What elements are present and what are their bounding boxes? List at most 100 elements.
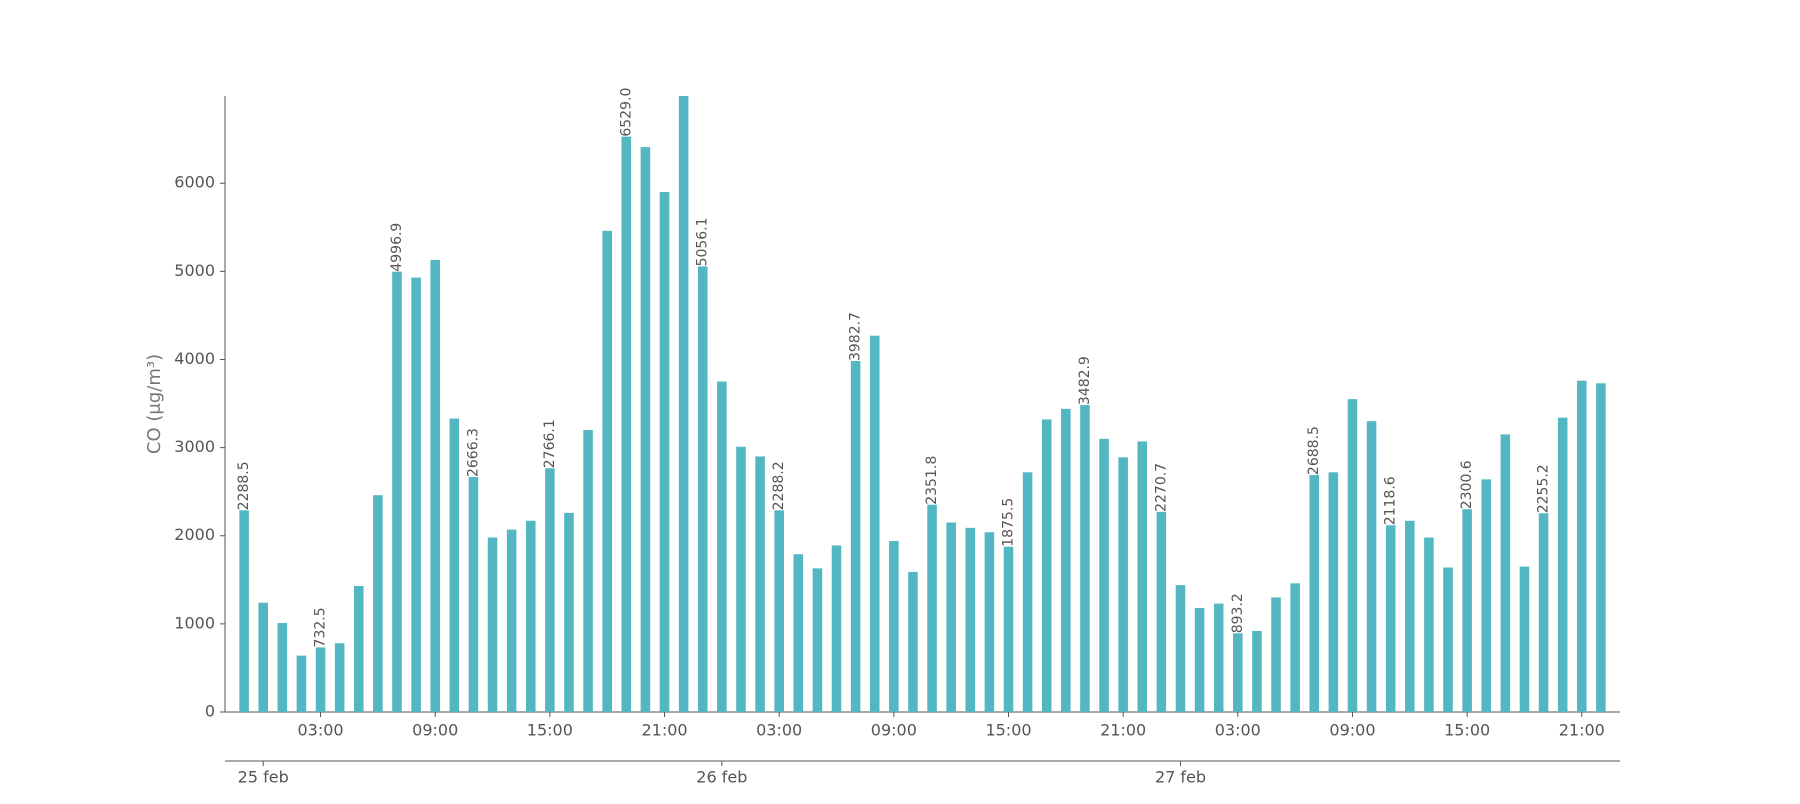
bar (1577, 380, 1587, 712)
value-label: 5056.1 (695, 217, 711, 266)
bar (334, 643, 345, 712)
bar (487, 537, 498, 712)
y-tick-label: 6000 (174, 173, 215, 192)
y-tick-label: 0 (205, 702, 215, 721)
bar (373, 495, 383, 712)
value-label: 2255.2 (1536, 464, 1552, 513)
bar (296, 655, 307, 712)
x-tick-label: 03:00 (1215, 721, 1261, 740)
date-tick-label: 26 feb (696, 768, 747, 787)
bar (697, 266, 708, 712)
bar (1443, 567, 1453, 712)
bar (1424, 537, 1434, 712)
bar (1175, 585, 1186, 712)
bar (621, 136, 632, 712)
y-tick-label: 3000 (174, 437, 215, 456)
bar (411, 277, 421, 712)
bar (1309, 475, 1320, 712)
bar (831, 545, 842, 712)
bar (392, 271, 402, 712)
bar (1328, 472, 1339, 712)
value-label: 893.2 (1230, 593, 1246, 633)
bar (430, 259, 440, 712)
bar (602, 230, 612, 712)
value-label: 6529.0 (618, 88, 634, 137)
value-label: 2288.5 (236, 461, 252, 510)
bar (1137, 441, 1148, 712)
bar (449, 418, 460, 712)
bar (1481, 479, 1492, 712)
y-tick-label: 5000 (174, 261, 215, 280)
bar (927, 504, 937, 712)
value-label: 2666.3 (465, 428, 481, 477)
value-label: 2300.6 (1459, 460, 1475, 509)
x-tick-label: 03:00 (297, 721, 343, 740)
bar (755, 456, 765, 712)
x-tick-label: 09:00 (871, 721, 917, 740)
bar (239, 510, 249, 712)
x-tick-label: 21:00 (641, 721, 687, 740)
bar (1194, 608, 1205, 712)
bar (717, 381, 727, 712)
value-label: 2288.2 (771, 461, 787, 510)
x-tick-label: 09:00 (412, 721, 458, 740)
bar (736, 446, 746, 712)
bar (1366, 421, 1377, 712)
bar (1405, 520, 1415, 712)
value-label: 2351.8 (924, 456, 940, 505)
value-label: 2766.1 (542, 419, 558, 468)
x-tick-label: 03:00 (756, 721, 802, 740)
date-tick-label: 27 feb (1155, 768, 1206, 787)
x-tick-label: 09:00 (1329, 721, 1375, 740)
value-label: 2688.5 (1306, 426, 1322, 475)
bar (908, 571, 918, 712)
x-tick-label: 21:00 (1559, 721, 1605, 740)
bar (812, 568, 823, 712)
bar (1500, 434, 1511, 712)
bar (506, 529, 517, 712)
bar (277, 622, 288, 712)
bar (1118, 457, 1128, 712)
bar (1519, 566, 1530, 712)
bar (1252, 630, 1262, 712)
bar (1022, 472, 1033, 712)
bar (889, 541, 899, 712)
bar (353, 585, 364, 712)
bar (678, 96, 689, 712)
bar (1462, 509, 1472, 712)
bar (583, 429, 593, 712)
bar (1003, 546, 1014, 712)
bar (774, 510, 784, 712)
bar (1596, 383, 1606, 712)
bar (1213, 603, 1224, 712)
bar (1061, 408, 1071, 712)
bar (1347, 399, 1358, 712)
bar (1099, 438, 1109, 712)
bar (258, 602, 268, 712)
bar (1080, 405, 1090, 712)
bar (1557, 417, 1568, 712)
bar (315, 647, 326, 712)
bar (946, 522, 956, 712)
date-tick-label: 25 feb (238, 768, 289, 787)
value-label: 3982.7 (848, 312, 864, 361)
bar (545, 468, 555, 712)
bar (1233, 633, 1243, 712)
x-tick-label: 21:00 (1100, 721, 1146, 740)
y-tick-label: 4000 (174, 349, 215, 368)
bar (640, 147, 651, 712)
bar (525, 520, 536, 712)
bar (659, 192, 670, 712)
value-label: 3482.9 (1077, 356, 1093, 405)
value-label: 732.5 (313, 607, 329, 647)
bar (965, 527, 976, 712)
bar (1271, 597, 1281, 712)
value-label: 1875.5 (1000, 498, 1016, 547)
bar (984, 532, 995, 712)
x-tick-label: 15:00 (985, 721, 1031, 740)
value-label: 4996.9 (389, 223, 405, 272)
value-label: 2118.6 (1383, 476, 1399, 525)
bar (564, 512, 574, 712)
bar (1290, 583, 1300, 712)
